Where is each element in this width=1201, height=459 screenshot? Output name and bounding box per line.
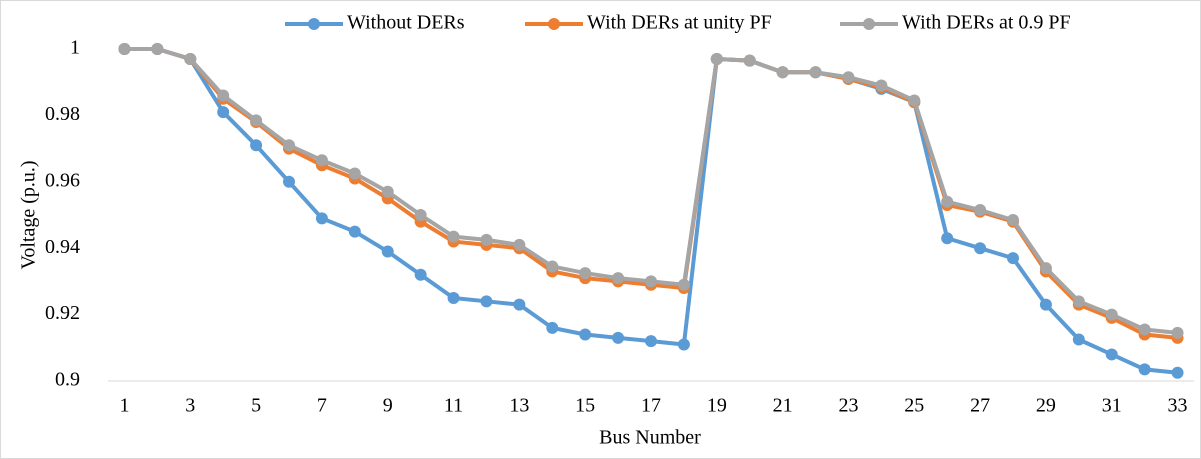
legend-marker [863, 18, 875, 30]
x-tick-label: 17 [641, 395, 661, 417]
data-point [842, 71, 855, 84]
data-point [1105, 348, 1118, 361]
y-tick-label: 1 [70, 37, 80, 59]
x-tick-label: 29 [1036, 395, 1056, 417]
data-point [941, 232, 954, 245]
legend-marker [548, 18, 560, 30]
data-point [546, 321, 559, 334]
data-point [151, 43, 164, 55]
data-point [315, 154, 328, 167]
data-point [645, 275, 657, 288]
data-point [809, 66, 822, 79]
legend-label: With DERs at unity PF [587, 12, 772, 34]
data-point [1072, 295, 1085, 308]
data-point [315, 212, 328, 225]
x-tick-label: 25 [904, 395, 924, 417]
x-tick-label: 9 [383, 395, 393, 417]
y-tick-label: 0.96 [45, 169, 80, 191]
data-point [250, 139, 263, 152]
data-point [283, 175, 295, 188]
data-point [217, 89, 230, 102]
x-tick-label: 13 [509, 395, 529, 417]
x-tick-label: 11 [444, 395, 463, 417]
data-point [677, 278, 690, 291]
data-point [118, 43, 131, 55]
x-tick-label: 23 [838, 395, 858, 417]
y-tick-label: 0.94 [45, 236, 80, 258]
data-point [1105, 308, 1118, 321]
legend-marker [308, 18, 320, 30]
data-point [447, 230, 460, 243]
x-tick-label: 27 [970, 395, 990, 417]
data-point [480, 233, 493, 246]
x-tick-label: 3 [185, 395, 195, 417]
data-point [414, 209, 427, 221]
data-point [217, 106, 230, 119]
data-point [1007, 252, 1019, 265]
y-tick-label: 0.92 [45, 302, 80, 324]
data-point [381, 185, 394, 198]
data-point [579, 267, 592, 280]
data-point [612, 272, 625, 285]
x-axis-title: Bus Number [599, 427, 701, 449]
x-tick-label: 21 [773, 395, 793, 417]
data-point [1171, 366, 1184, 379]
data-point [1138, 323, 1151, 336]
data-point [776, 66, 789, 79]
data-point [480, 295, 493, 308]
data-point [1039, 298, 1052, 311]
data-point [1072, 333, 1085, 346]
x-tick-label: 31 [1102, 395, 1122, 417]
data-point [348, 167, 361, 180]
data-point [941, 195, 954, 208]
data-point [1138, 363, 1151, 376]
y-axis-title: Voltage (p.u.) [18, 160, 40, 269]
x-tick-label: 15 [575, 395, 595, 417]
data-point [283, 139, 295, 152]
x-tick-label: 5 [251, 395, 261, 417]
data-point [348, 225, 361, 238]
y-tick-label: 0.98 [45, 103, 80, 125]
data-point [414, 268, 427, 281]
y-tick-label: 0.9 [55, 369, 80, 391]
data-point [184, 52, 197, 65]
data-point [546, 260, 559, 273]
data-point [612, 331, 625, 344]
x-tick-label: 1 [119, 395, 129, 417]
data-point [974, 242, 987, 255]
legend-label: With DERs at 0.9 PF [902, 12, 1071, 34]
data-point [645, 335, 657, 348]
data-point [875, 79, 888, 92]
data-point [743, 54, 756, 67]
data-point [381, 245, 394, 258]
data-point [908, 94, 921, 107]
data-point [1171, 326, 1184, 339]
legend-item: With DERs at 0.9 PF [840, 12, 1071, 34]
legend-label: Without DERs [347, 12, 465, 34]
x-tick-label: 7 [317, 395, 327, 417]
data-point [579, 328, 592, 341]
data-point [974, 204, 987, 217]
data-point [250, 114, 263, 127]
legend-item: Without DERs [285, 12, 465, 34]
legend-item: With DERs at unity PF [525, 12, 772, 34]
x-tick-label: 19 [707, 395, 727, 417]
data-point [677, 338, 690, 351]
x-tick-label: 33 [1168, 395, 1188, 417]
data-point [447, 292, 460, 304]
data-point [710, 52, 723, 65]
data-point [1007, 213, 1019, 226]
data-point [513, 238, 526, 251]
data-point [513, 298, 526, 311]
data-point [1039, 262, 1052, 275]
